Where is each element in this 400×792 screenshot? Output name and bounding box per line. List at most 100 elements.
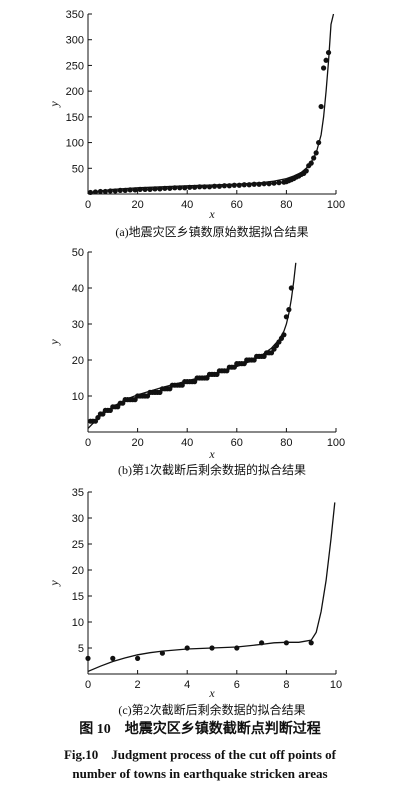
data-point <box>152 186 158 192</box>
x-tick-label: 60 <box>231 437 243 449</box>
data-point <box>137 186 143 192</box>
data-point <box>311 155 317 161</box>
data-point <box>303 168 309 174</box>
fit-curve <box>88 13 335 194</box>
data-point <box>159 650 165 656</box>
data-point <box>177 185 183 191</box>
x-tick-label: 2 <box>135 679 141 691</box>
data-point <box>286 307 292 313</box>
subplot-caption: (a)地震灾区乡镇数原始数据拟合结果 <box>115 224 308 239</box>
data-point <box>283 314 289 320</box>
data-point <box>321 65 327 71</box>
y-tick-label: 25 <box>72 539 84 551</box>
x-tick-label: 4 <box>184 679 190 691</box>
figure-caption-english-line1: Fig.10 Judgment process of the cut off p… <box>63 747 337 762</box>
data-point <box>92 189 99 195</box>
data-point <box>201 184 208 190</box>
y-tick-label: 350 <box>66 9 84 21</box>
x-tick-label: 100 <box>327 437 345 449</box>
data-point <box>102 188 108 195</box>
y-axis-label: y <box>47 339 61 346</box>
data-point <box>216 183 223 189</box>
data-point <box>288 285 294 291</box>
x-tick-label: 80 <box>280 437 292 449</box>
data-point <box>97 188 103 195</box>
data-point <box>122 187 128 193</box>
y-tick-label: 100 <box>66 138 84 150</box>
y-tick-label: 5 <box>78 643 84 655</box>
y-tick-label: 50 <box>72 163 84 175</box>
y-tick-label: 35 <box>72 487 84 499</box>
x-axis-label: x <box>208 447 215 461</box>
data-point <box>85 655 91 662</box>
data-point <box>316 139 322 146</box>
data-point <box>226 183 232 189</box>
data-point <box>323 57 329 63</box>
data-point <box>172 185 178 191</box>
y-tick-label: 10 <box>72 391 84 403</box>
y-tick-label: 15 <box>72 591 84 603</box>
data-point <box>187 184 193 190</box>
chart-panel-2: 0 20 40 60 80 100 10 20 30 40 50 x y (b)第1次截断后剩余数据的拟合… <box>47 247 345 477</box>
data-point <box>246 182 252 188</box>
data-point <box>135 655 141 662</box>
data-point <box>182 185 188 191</box>
chart-panel-1: 0 20 40 60 80 100 50 100 150 200 250 300 350 x y (a)地震灾… <box>47 9 345 239</box>
data-point <box>231 182 237 188</box>
y-tick-label: 30 <box>72 319 84 331</box>
data-point <box>308 640 314 646</box>
y-tick-label: 30 <box>72 513 84 525</box>
x-tick-label: 100 <box>327 199 345 211</box>
data-point <box>197 184 203 190</box>
y-tick-label: 10 <box>72 617 84 629</box>
data-point <box>184 645 190 651</box>
y-tick-label: 20 <box>72 355 84 367</box>
x-tick-label: 20 <box>131 199 143 211</box>
x-tick-label: 0 <box>85 437 91 449</box>
data-point <box>87 189 94 196</box>
data-point <box>112 188 118 194</box>
data-point <box>110 655 116 662</box>
data-point <box>241 182 247 188</box>
data-point <box>234 645 240 651</box>
data-point <box>266 181 272 187</box>
data-point <box>107 188 113 194</box>
x-tick-label: 60 <box>231 199 243 211</box>
x-tick-label: 10 <box>330 679 342 691</box>
data-point <box>192 184 198 190</box>
data-point <box>142 186 148 192</box>
x-tick-label: 8 <box>283 679 289 691</box>
x-tick-label: 40 <box>181 437 193 449</box>
data-point <box>221 183 227 189</box>
data-point <box>271 180 277 186</box>
data-point <box>132 187 138 193</box>
data-point <box>167 185 173 191</box>
subplot-caption: (c)第2次截断后剩余数据的拟合结果 <box>118 702 305 717</box>
data-point <box>206 184 213 190</box>
x-tick-label: 40 <box>181 199 193 211</box>
data-point <box>261 181 267 187</box>
y-tick-label: 300 <box>66 35 84 47</box>
y-tick-label: 20 <box>72 565 84 577</box>
data-point <box>259 640 265 646</box>
figure-caption-chinese: 图 10 地震灾区乡镇数截断点判断过程 <box>79 722 321 737</box>
y-tick-label: 40 <box>72 283 84 295</box>
data-point <box>117 187 123 193</box>
x-tick-label: 6 <box>234 679 240 691</box>
subplot-caption: (b)第1次截断后剩余数据的拟合结果 <box>118 462 306 477</box>
x-tick-label: 0 <box>85 679 91 691</box>
data-point <box>236 182 242 188</box>
data-point <box>251 181 257 187</box>
data-point <box>281 332 287 338</box>
y-tick-label: 150 <box>66 112 84 124</box>
x-tick-label: 0 <box>85 199 91 211</box>
data-point <box>162 185 168 191</box>
x-axis-label: x <box>208 207 215 221</box>
data-point <box>318 103 324 110</box>
y-axis-label: y <box>47 101 61 108</box>
data-point <box>209 645 215 651</box>
fit-curve <box>88 502 336 672</box>
data-point <box>147 186 153 192</box>
x-tick-label: 20 <box>131 437 143 449</box>
